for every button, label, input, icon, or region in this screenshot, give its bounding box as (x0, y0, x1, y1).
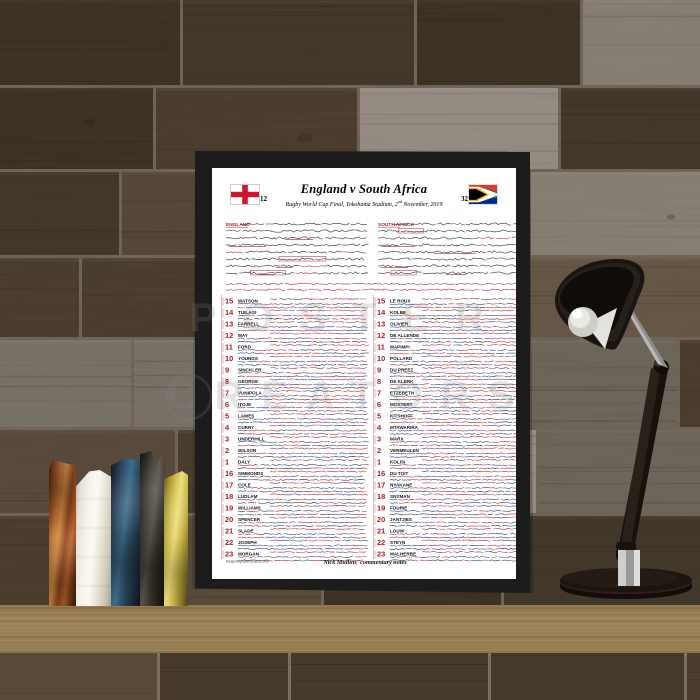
svg-text:17: 17 (377, 480, 385, 489)
svg-text:LOUW: LOUW (390, 528, 405, 533)
svg-text:18: 18 (225, 492, 233, 501)
svg-text:DU PREEZ: DU PREEZ (390, 367, 413, 372)
svg-text:MAY: MAY (238, 333, 248, 338)
svg-text:VUNIPOLA: VUNIPOLA (238, 390, 262, 395)
svg-text:DU TOIT: DU TOIT (390, 471, 408, 476)
svg-text:MOSTERT: MOSTERT (390, 402, 413, 407)
svg-text:1: 1 (377, 457, 381, 466)
svg-text:ITOJE: ITOJE (238, 402, 251, 407)
svg-text:FARRELL: FARRELL (238, 321, 259, 326)
svg-text:COLE: COLE (238, 482, 251, 487)
svg-text:FORD: FORD (238, 344, 252, 349)
svg-text:3: 3 (377, 434, 381, 443)
svg-text:9: 9 (377, 365, 381, 374)
svg-text:STEYN: STEYN (390, 540, 406, 545)
svg-text:7: 7 (377, 388, 381, 397)
svg-text:12: 12 (377, 331, 385, 340)
svg-text:WATSON: WATSON (238, 298, 259, 303)
svg-text:19: 19 (377, 503, 385, 512)
svg-text:9: 9 (225, 365, 229, 374)
svg-text:10: 10 (377, 354, 385, 363)
svg-text:16: 16 (225, 469, 233, 478)
svg-text:SNYMAN: SNYMAN (390, 494, 411, 499)
svg-text:thesportspostercreators.com: thesportspostercreators.com (226, 560, 269, 564)
svg-text:JANTJIES: JANTJIES (390, 517, 412, 522)
svg-text:SLADE: SLADE (238, 528, 254, 533)
svg-text:15: 15 (225, 296, 233, 305)
svg-text:22: 22 (377, 538, 385, 547)
svg-text:LE ROUX: LE ROUX (390, 298, 411, 303)
svg-text:1: 1 (225, 457, 229, 466)
svg-text:21: 21 (377, 526, 385, 535)
svg-text:SINCKLER: SINCKLER (238, 367, 262, 372)
svg-text:7: 7 (225, 388, 229, 397)
svg-text:TUILAGI: TUILAGI (238, 310, 256, 315)
svg-text:20: 20 (377, 515, 385, 524)
svg-text:11: 11 (225, 342, 233, 351)
svg-text:OLIVIER: OLIVIER (390, 321, 409, 326)
svg-text:3: 3 (225, 434, 229, 443)
svg-text:15: 15 (377, 296, 385, 305)
svg-text:SPENCER: SPENCER (238, 517, 261, 522)
svg-text:21: 21 (225, 526, 233, 535)
svg-text:UNDERHILL: UNDERHILL (238, 436, 265, 441)
svg-text:DE ALLENDE: DE ALLENDE (390, 333, 419, 338)
svg-text:19: 19 (225, 503, 233, 512)
svg-text:14: 14 (225, 308, 234, 317)
svg-text:16: 16 (377, 469, 385, 478)
svg-text:DALY: DALY (238, 459, 250, 464)
svg-text:LUDLAM: LUDLAM (238, 494, 258, 499)
svg-text:6: 6 (377, 400, 381, 409)
svg-text:ETZEBETH: ETZEBETH (390, 390, 415, 395)
svg-text:4: 4 (377, 423, 382, 432)
svg-text:10: 10 (225, 354, 233, 363)
svg-text:NYAKANE: NYAKANE (390, 482, 412, 487)
svg-text:5: 5 (377, 411, 381, 420)
svg-text:WILLIAMS: WILLIAMS (238, 505, 261, 510)
svg-text:14: 14 (377, 308, 386, 317)
svg-text:13: 13 (377, 319, 385, 328)
svg-text:YOUNGS: YOUNGS (238, 356, 258, 361)
svg-text:VERMEULEN: VERMEULEN (390, 448, 420, 453)
svg-text:11: 11 (377, 342, 385, 351)
svg-text:MAPIMPI: MAPIMPI (390, 344, 410, 349)
svg-text:MORGAN: MORGAN (238, 551, 260, 556)
svg-text:FOURIE: FOURIE (390, 505, 407, 510)
svg-text:2: 2 (377, 446, 381, 455)
svg-text:JOSEPH: JOSEPH (238, 540, 257, 545)
svg-text:WILSON: WILSON (238, 448, 257, 453)
svg-text:2: 2 (225, 446, 229, 455)
svg-text:18: 18 (377, 492, 385, 501)
svg-text:8: 8 (225, 377, 229, 386)
svg-text:Nick Mullins' commentary notes: Nick Mullins' commentary notes (322, 559, 407, 566)
svg-text:6: 6 (225, 400, 229, 409)
svg-text:8: 8 (377, 377, 381, 386)
svg-text:23: 23 (377, 549, 385, 558)
svg-text:KOLISI: KOLISI (390, 459, 405, 464)
svg-text:4: 4 (225, 423, 230, 432)
svg-text:MTAWARIRA: MTAWARIRA (390, 425, 419, 430)
svg-text:5: 5 (225, 411, 229, 420)
svg-text:23: 23 (225, 549, 233, 558)
svg-text:13: 13 (225, 319, 233, 328)
svg-text:22: 22 (225, 538, 233, 547)
svg-text:KOLBE: KOLBE (390, 310, 406, 315)
svg-text:POLLARD: POLLARD (390, 356, 413, 361)
svg-text:GEORGE: GEORGE (238, 379, 258, 384)
svg-text:SIMMONDS: SIMMONDS (238, 471, 263, 476)
svg-text:MALHERBE: MALHERBE (390, 551, 416, 556)
svg-text:17: 17 (225, 480, 233, 489)
svg-text:MARX: MARX (390, 436, 404, 441)
svg-text:LAWES: LAWES (238, 413, 254, 418)
svg-text:CURRY: CURRY (238, 425, 254, 430)
svg-text:20: 20 (225, 515, 233, 524)
svg-text:KITSHOFF: KITSHOFF (390, 413, 413, 418)
svg-text:12: 12 (225, 331, 233, 340)
svg-text:DE KLERK: DE KLERK (390, 379, 414, 384)
